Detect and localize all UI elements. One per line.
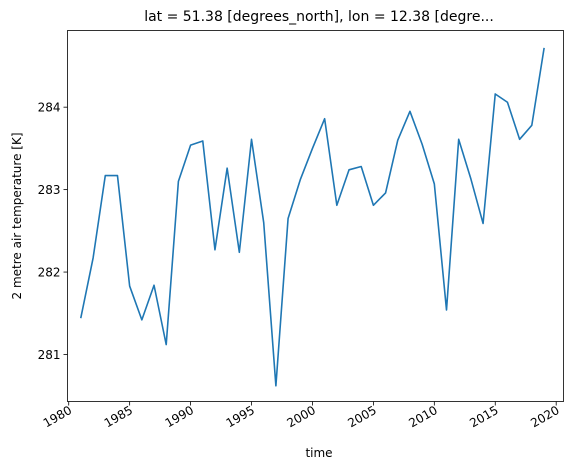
x-tick-label: 2000 — [284, 403, 317, 430]
x-tick-label: 1985 — [102, 403, 135, 430]
series-line — [79, 47, 545, 387]
chart-title: lat = 51.38 [degrees_north], lon = 12.38… — [144, 9, 494, 25]
y-tick-label: 281 — [38, 348, 61, 362]
x-tick-label: 2020 — [528, 403, 561, 430]
y-axis-label: 2 metre air temperature [K] — [10, 132, 24, 299]
y-tick-label: 283 — [38, 183, 61, 197]
x-tick-label: 2010 — [406, 403, 439, 430]
x-axis-label: time — [305, 446, 332, 460]
x-tick-label: 2005 — [345, 403, 378, 430]
x-axis: 1980 1985 1990 1995 2000 2005 2010 2015 2020 — [41, 401, 562, 430]
x-tick-label: 1980 — [41, 403, 74, 430]
plot-area — [67, 30, 564, 402]
x-tick-label: 1990 — [163, 403, 196, 430]
y-tick-label: 282 — [38, 266, 61, 280]
x-tick-label: 1995 — [224, 403, 257, 430]
y-tick-label: 284 — [38, 101, 61, 115]
plot-background — [67, 30, 564, 402]
y-axis: 281 282 283 284 — [38, 101, 68, 362]
plot-frame — [67, 30, 564, 402]
x-tick-label: 2015 — [467, 403, 500, 430]
